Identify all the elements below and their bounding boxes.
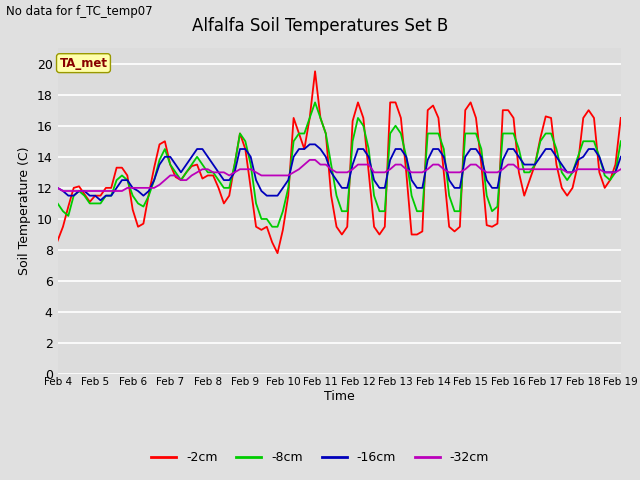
Text: TA_met: TA_met xyxy=(60,57,108,70)
Legend: -2cm, -8cm, -16cm, -32cm: -2cm, -8cm, -16cm, -32cm xyxy=(146,446,494,469)
Text: No data for f_TC_temp07: No data for f_TC_temp07 xyxy=(6,5,153,18)
Y-axis label: Soil Temperature (C): Soil Temperature (C) xyxy=(19,147,31,276)
X-axis label: Time: Time xyxy=(324,390,355,403)
Text: Alfalfa Soil Temperatures Set B: Alfalfa Soil Temperatures Set B xyxy=(192,17,448,35)
